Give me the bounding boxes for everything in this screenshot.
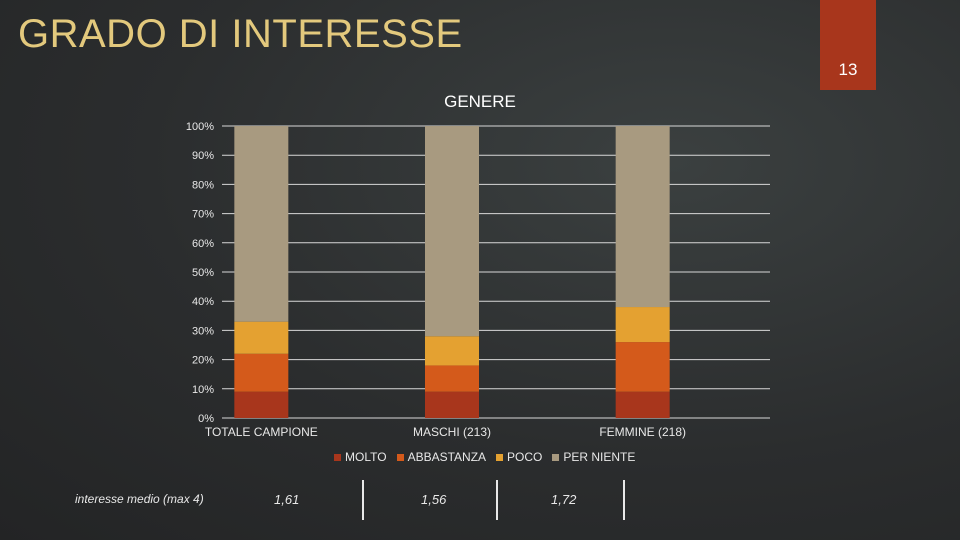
- legend-swatch-molto: [334, 453, 341, 461]
- x-category-label: MASCHI (213): [413, 425, 491, 439]
- average-interest-label: interesse medio (max 4): [75, 492, 204, 506]
- average-value-maschi: 1,56: [421, 492, 447, 507]
- average-divider: [362, 480, 364, 520]
- bar-segment-poco: [425, 336, 479, 366]
- bar-segment-abbastanza: [234, 353, 289, 392]
- legend-swatch-per-niente: [552, 453, 560, 461]
- y-tick-label: 20%: [192, 355, 214, 367]
- bar-segment-abbastanza: [615, 342, 670, 392]
- y-tick-label: 30%: [192, 325, 214, 337]
- x-category-label: TOTALE CAMPIONE: [205, 425, 318, 439]
- legend-swatch-abbastanza: [396, 453, 404, 461]
- bar-segment-abbastanza: [425, 365, 479, 392]
- average-divider: [623, 480, 625, 520]
- legend-label-poco: POCO: [507, 450, 543, 464]
- y-tick-label: 100%: [186, 121, 214, 133]
- bar-segment-poco: [234, 321, 289, 354]
- y-tick-label: 70%: [192, 209, 214, 221]
- legend-item-per-niente: PER NIENTE: [552, 450, 635, 464]
- bar-segment-per-niente: [425, 126, 479, 337]
- y-tick-label: 80%: [192, 179, 214, 191]
- bar-segment-per-niente: [234, 126, 289, 322]
- bar-segment-molto: [234, 391, 289, 418]
- legend-item-molto: MOLTO: [334, 450, 387, 464]
- bar-segment-molto: [615, 391, 670, 418]
- chart-title: GENERE: [444, 92, 516, 111]
- bar-segment-molto: [425, 391, 479, 418]
- legend-label-abbastanza: ABBASTANZA: [407, 450, 487, 464]
- average-divider: [496, 480, 498, 520]
- y-tick-label: 60%: [192, 238, 214, 250]
- bar-segment-per-niente: [615, 126, 670, 308]
- page-number-badge: 13: [820, 0, 876, 90]
- y-tick-label: 90%: [192, 150, 214, 162]
- y-tick-label: 40%: [192, 296, 214, 308]
- y-tick-label: 0%: [198, 413, 214, 425]
- slide-title: GRADO DI INTERESSE: [18, 12, 463, 56]
- legend-item-poco: POCO: [496, 450, 542, 464]
- legend-label-per-niente: PER NIENTE: [563, 450, 636, 464]
- legend-swatch-poco: [496, 453, 504, 461]
- average-value-totale: 1,61: [274, 492, 300, 507]
- y-tick-label: 50%: [192, 267, 214, 279]
- y-tick-label: 10%: [192, 384, 214, 396]
- legend-label-molto: MOLTO: [345, 450, 387, 464]
- legend-item-abbastanza: ABBASTANZA: [396, 450, 487, 464]
- x-category-label: FEMMINE (218): [599, 425, 686, 439]
- average-value-femmine: 1,72: [551, 492, 577, 507]
- bar-segment-poco: [615, 307, 670, 343]
- page-number: 13: [838, 60, 858, 79]
- chart-legend: MOLTO ABBASTANZA POCO PER NIENTE: [334, 450, 635, 464]
